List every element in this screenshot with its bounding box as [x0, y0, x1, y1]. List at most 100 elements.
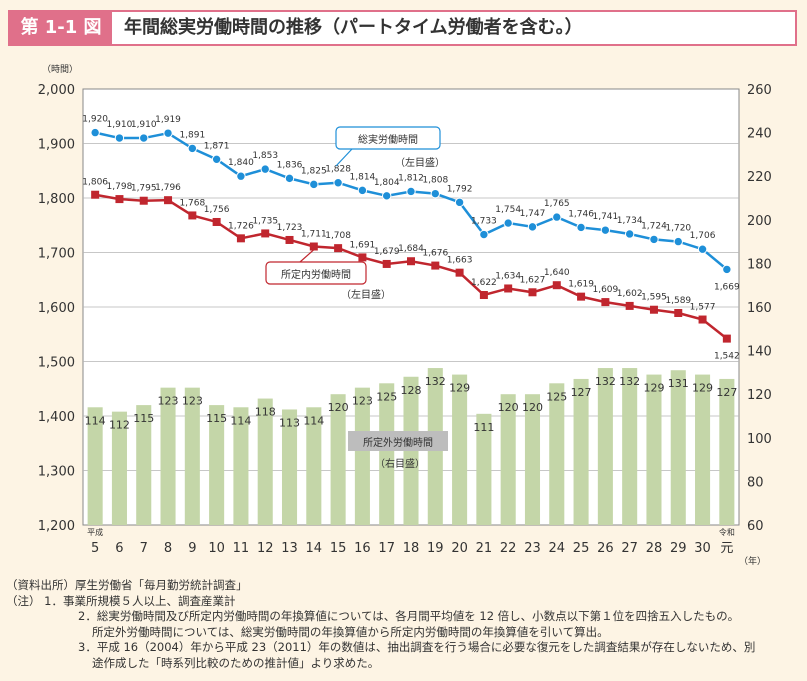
overtime-series-name: 所定外労働時間	[363, 436, 433, 449]
scheduled-value-label: 1,684	[398, 244, 424, 254]
x-tick-label: 8	[164, 541, 172, 556]
scheduled-point	[577, 292, 586, 301]
total-point	[139, 133, 149, 143]
scheduled-point	[285, 235, 294, 244]
total-point	[527, 222, 538, 232]
x-tick-label: 15	[330, 541, 347, 556]
scheduled-value-label: 1,735	[252, 216, 278, 226]
total-value-label: 1,828	[325, 165, 351, 175]
scheduled-value-label: 1,806	[82, 178, 108, 188]
total-value-label: 1,919	[155, 115, 181, 125]
overtime-bar	[719, 378, 735, 525]
era-label-reiwa: 令和	[719, 527, 735, 537]
scheduled-value-label: 1,627	[520, 275, 546, 285]
total-point	[284, 173, 295, 184]
bar-value-label: 132	[619, 375, 640, 388]
scheduled-value-label: 1,663	[447, 256, 473, 266]
overtime-bar	[257, 398, 273, 525]
scheduled-point	[722, 334, 731, 343]
bar-value-label: 127	[571, 386, 592, 399]
scheduled-value-label: 1,768	[179, 198, 205, 208]
figure-number: 第 1-1 図	[10, 12, 112, 44]
overtime-bar	[136, 405, 152, 525]
total-point	[90, 127, 100, 138]
right-tick-label: 60	[747, 519, 764, 534]
x-tick-label: 17	[378, 541, 395, 556]
left-tick-label: 2,000	[38, 83, 75, 98]
source-note: （資料出所）厚生労働省「毎月勤労統計調査」	[6, 578, 248, 592]
total-value-label: 1,910	[131, 120, 157, 130]
bar-value-label: 125	[376, 390, 397, 403]
right-tick-label: 220	[747, 170, 772, 185]
figure-title: 年間総実労働時間の推移（パートタイム労働者を含む。）	[124, 17, 583, 38]
x-tick-label: 18	[403, 541, 420, 556]
total-value-label: 1,765	[544, 199, 570, 209]
right-tick-label: 260	[747, 83, 772, 98]
overtime-bar	[524, 394, 541, 525]
scheduled-callout-box	[265, 261, 367, 285]
total-point	[479, 229, 489, 240]
bar-value-label: 128	[401, 384, 422, 397]
scheduled-value-label: 1,723	[277, 223, 303, 233]
scheduled-value-label: 1,619	[568, 280, 594, 290]
overtime-bar	[549, 383, 565, 525]
scheduled-value-label: 1,589	[665, 296, 691, 306]
bar-value-label: 129	[643, 382, 664, 395]
left-tick-label: 1,200	[38, 519, 75, 534]
total-series-name: 総実労働時間	[358, 133, 418, 146]
scheduled-callout-pointer	[299, 245, 319, 263]
bar-value-label: 131	[668, 377, 689, 390]
x-tick-label: 28	[646, 541, 663, 556]
scheduled-point	[698, 315, 707, 324]
total-point	[600, 225, 611, 235]
scheduled-value-label: 1,756	[204, 205, 230, 215]
left-tick-label: 1,600	[38, 301, 75, 316]
overtime-bar	[476, 413, 492, 525]
right-tick-label: 160	[747, 301, 772, 316]
overtime-bar	[452, 374, 468, 525]
overtime-bar	[646, 374, 662, 525]
left-tick-label: 1,800	[38, 192, 75, 207]
total-point	[260, 164, 270, 174]
bar-value-label: 129	[692, 382, 713, 395]
bar-value-label: 120	[522, 401, 543, 414]
total-value-label: 1,808	[422, 176, 448, 186]
x-tick-label: 11	[233, 541, 250, 556]
scheduled-value-label: 1,609	[592, 285, 618, 295]
scheduled-value-label: 1,796	[155, 183, 181, 193]
overtime-bar	[354, 387, 370, 525]
right-tick-label: 140	[747, 345, 772, 360]
total-value-label: 1,747	[520, 209, 546, 219]
bar-value-label: 114	[85, 414, 106, 427]
total-point	[114, 133, 125, 143]
bar-value-label: 111	[473, 421, 494, 434]
total-point	[163, 128, 173, 138]
total-value-label: 1,840	[228, 158, 254, 168]
total-value-label: 1,825	[301, 166, 327, 176]
bar-value-label: 115	[133, 412, 154, 425]
x-tick-label: 13	[281, 541, 298, 556]
total-value-label: 1,792	[447, 184, 473, 194]
right-tick-label: 80	[747, 475, 764, 490]
bar-value-label: 123	[352, 395, 373, 408]
scheduled-point	[188, 211, 197, 220]
scheduled-value-label: 1,798	[107, 182, 133, 192]
total-value-label: 1,853	[252, 151, 278, 161]
total-value-label: 1,741	[592, 212, 618, 222]
bar-value-label: 112	[109, 419, 130, 432]
total-callout-pointer	[335, 148, 353, 167]
overtime-bar	[597, 368, 613, 525]
x-tick-label: 7	[140, 541, 148, 556]
total-point	[722, 264, 732, 275]
note-3-cont: 途作成した「時系列比較のための推計値」より求めた。	[92, 655, 380, 670]
era-label-heisei: 平成	[87, 527, 103, 537]
scheduled-value-label: 1,679	[374, 247, 400, 257]
overtime-bar	[670, 370, 686, 525]
scheduled-point	[455, 268, 464, 277]
figure-header: 第 1-1 図 年間総実労働時間の推移（パートタイム労働者を含む。）	[8, 10, 797, 46]
scheduled-point	[674, 308, 683, 317]
note-1: （注） 1．事業所規模５人以上、調査産業計	[6, 593, 236, 608]
total-point	[357, 185, 368, 196]
overtime-bar	[87, 407, 103, 525]
total-point	[576, 222, 586, 233]
